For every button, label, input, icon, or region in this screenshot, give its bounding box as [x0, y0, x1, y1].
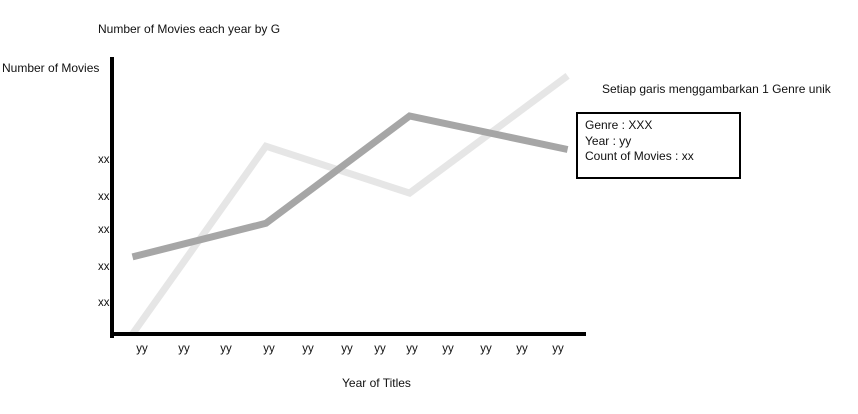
series-line-1	[129, 72, 570, 337]
tooltip-genre: Genre : XXX	[585, 118, 652, 132]
y-tick-label: xx	[98, 224, 110, 236]
x-tick-label: yy	[442, 343, 454, 355]
y-tick-label: xx	[98, 261, 110, 273]
x-tick-label: yy	[136, 343, 148, 355]
series-line-2	[131, 112, 569, 261]
series-layer	[129, 72, 570, 337]
x-tick-label: yy	[374, 343, 386, 355]
x-tick-label: yy	[302, 343, 314, 355]
y-tick-label: xx	[98, 191, 110, 203]
tooltip-frame	[576, 112, 741, 179]
x-axis-label: Year of Titles	[342, 376, 411, 390]
chart-annotation: Setiap garis menggambarkan 1 Genre unik	[602, 82, 832, 96]
y-tick-label: xx	[98, 154, 110, 166]
chart-title: Number of Movies each year by G	[98, 22, 280, 36]
x-tick-label: yy	[406, 343, 418, 355]
x-tick-label: yy	[341, 343, 353, 355]
x-tick-label: yy	[220, 343, 232, 355]
x-tick-label: yy	[480, 343, 492, 355]
x-tick-label: yy	[263, 343, 275, 355]
tooltip-year: Year : yy	[585, 134, 631, 148]
y-axis-label: Number of Movies	[2, 61, 99, 75]
tooltip-count: Count of Movies : xx	[585, 149, 694, 163]
x-tick-label: yy	[516, 343, 528, 355]
ticks-layer: yy yy yy yy yy yy yy yy yy yy yy yy xx xx xx xx xx	[98, 154, 564, 355]
x-tick-label: yy	[552, 343, 564, 355]
x-tick-label: yy	[178, 343, 190, 355]
tooltip-box: Genre : XXX Year : yy Count of Movies : …	[576, 112, 741, 179]
y-tick-label: xx	[98, 297, 110, 309]
